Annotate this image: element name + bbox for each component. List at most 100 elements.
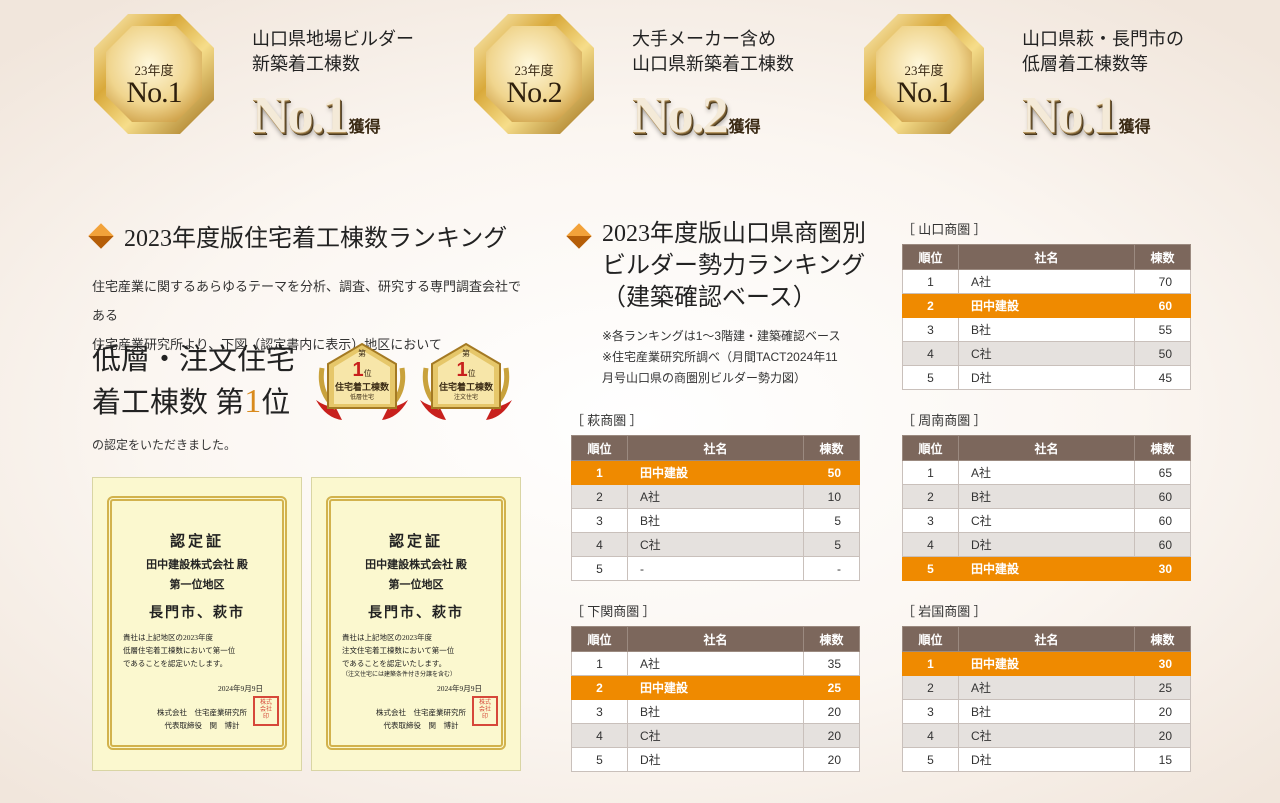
table-row: 3 C社 60 <box>902 508 1191 533</box>
column-header-rank: 順位 <box>902 244 959 270</box>
cell-count: 25 <box>803 675 860 700</box>
cell-count: 20 <box>803 699 860 724</box>
cell-company: B社 <box>627 699 804 724</box>
cell-rank: 4 <box>571 532 628 557</box>
table-row: 2 B社 60 <box>902 484 1191 509</box>
award-obtained: 獲得 <box>728 119 761 136</box>
award-obtained: 獲得 <box>1118 119 1151 136</box>
note-line: 月号山口県の商圏別ビルダー勢力図） <box>602 371 807 385</box>
cell-count: 60 <box>1134 293 1191 318</box>
lowrise-number: 1 <box>244 383 262 420</box>
column-header-company: 社名 <box>958 435 1135 461</box>
cell-count: 5 <box>803 508 860 533</box>
cell-count: 20 <box>803 747 860 772</box>
ranking-table: 順位 社名 棟数 1 A社 70 2 田中建設 60 3 B社 55 4 C社 50 5 D社 45 <box>902 244 1191 390</box>
column-header-rank: 順位 <box>571 626 628 652</box>
badge-rank-number: 1 <box>456 359 468 381</box>
table-row: 4 C社 20 <box>571 723 860 748</box>
cell-count: 20 <box>1134 723 1191 748</box>
ranking-notes: ※各ランキングは1～3階建・建築確認ベース ※住宅産業研究所調べ（月間TACT2… <box>602 326 840 389</box>
column-header-rank: 順位 <box>902 626 959 652</box>
cell-count: 25 <box>1134 675 1191 700</box>
award-badge-lowrise: 第 1位 住宅着工棟数 低層住宅 <box>312 338 412 428</box>
cell-rank: 1 <box>902 651 959 676</box>
area-yamaguchi: ［ 山口商圏 ］ 順位 社名 棟数 1 A社 70 2 田中建設 60 3 B社 55 4 C社 50 5 D社 4… <box>902 219 1191 390</box>
certificate-frame <box>107 496 287 750</box>
cell-company: A社 <box>627 651 804 676</box>
column-header-rank: 順位 <box>902 435 959 461</box>
ranking-table: 順位 社名 棟数 1 A社 65 2 B社 60 3 C社 60 4 D社 60 5 田中建設 30 <box>902 435 1191 581</box>
certificate-issuer-line: 株式会社 住宅産業研究所 <box>157 708 247 717</box>
cell-count: 15 <box>1134 747 1191 772</box>
area-shimonoseki: ［ 下関商圏 ］ 順位 社名 棟数 1 A社 35 2 田中建設 25 3 B社 20 4 C社 20 5 D社 2… <box>571 601 860 772</box>
table-header-row: 順位 社名 棟数 <box>902 626 1191 652</box>
table-row: 2 A社 25 <box>902 675 1191 700</box>
table-row: 3 B社 20 <box>571 699 860 724</box>
award-big-rank: No.1 獲得 <box>1022 86 1151 145</box>
area-label: ［ 下関商圏 ］ <box>571 604 656 619</box>
section-heading-text: 2023年度版住宅着工棟数ランキング <box>124 226 508 252</box>
cell-company: 田中建設 <box>958 556 1135 581</box>
column-header-count: 棟数 <box>803 435 860 461</box>
award-big-number: No.1 <box>252 87 349 144</box>
cell-rank: 5 <box>571 747 628 772</box>
award-big-number: No.1 <box>1022 87 1119 144</box>
lowrise-line: 低層・注文住宅 <box>92 344 296 376</box>
table-row: 3 B社 5 <box>571 508 860 533</box>
certificate-recipient: 田中建設株式会社 殿 <box>365 559 467 571</box>
table-header-row: 順位 社名 棟数 <box>571 626 860 652</box>
award-desc-line: 大手メーカー含め <box>632 29 776 49</box>
cell-company: C社 <box>958 723 1135 748</box>
column-header-count: 棟数 <box>1134 244 1191 270</box>
lowrise-first-place-title: 低層・注文住宅 着工棟数 第1位 <box>92 340 295 424</box>
gold-octagon-medal-icon: 23年度 No.1 <box>92 12 216 136</box>
table-row: 1 田中建設 50 <box>571 460 860 485</box>
cell-count: 10 <box>803 484 860 509</box>
cell-company: C社 <box>958 508 1135 533</box>
cell-rank: 1 <box>902 269 959 294</box>
column-header-company: 社名 <box>958 244 1135 270</box>
lowrise-line: 着工棟数 第1位 <box>92 381 295 424</box>
gold-octagon-medal-icon: 23年度 No.1 <box>862 12 986 136</box>
heading-line: ビルダー勢力ランキング <box>602 253 866 279</box>
cell-company: 田中建設 <box>958 293 1135 318</box>
badge-rank: 第 1位 <box>312 348 412 382</box>
certificate-issuer-line: 代表取締役 関 博計 <box>383 721 459 730</box>
certificate-frame <box>326 496 506 750</box>
column-header-company: 社名 <box>627 626 804 652</box>
table-row: 5 D社 45 <box>902 365 1191 390</box>
cell-rank: 3 <box>571 508 628 533</box>
lowrise-text: 位 <box>261 387 291 419</box>
cell-count: 50 <box>803 460 860 485</box>
heading-line: （建築確認ベース） <box>602 285 817 311</box>
award-big-rank: No.2 獲得 <box>632 86 761 145</box>
cell-company: 田中建設 <box>958 651 1135 676</box>
cell-company: B社 <box>958 317 1135 342</box>
award-description: 山口県萩・長門市の 低層着工棟数等 <box>1022 27 1184 77</box>
certificate-body: 貴社は上記地区の2023年度 低層住宅着工棟数において第一位 であることを認定い… <box>123 631 277 670</box>
laurel-trophy-icon <box>316 342 408 420</box>
medal-rank: No.1 <box>126 76 182 109</box>
section-heading-text: 2023年度版山口県商圏別 ビルダー勢力ランキング （建築確認ベース） <box>602 218 866 314</box>
badge-rank: 第 1位 <box>416 348 516 382</box>
acknowledgement-text: の認定をいただきました。 <box>92 438 237 452</box>
cell-company: D社 <box>627 747 804 772</box>
table-row: 2 田中建設 60 <box>902 293 1191 318</box>
cell-rank: 3 <box>902 508 959 533</box>
certificate-title: 認定証 <box>388 534 443 550</box>
cell-company: A社 <box>958 675 1135 700</box>
table-row: 4 C社 5 <box>571 532 860 557</box>
area-label: ［ 萩商圏 ］ <box>571 413 643 428</box>
certificate-recipient: 田中建設株式会社 殿 <box>146 559 248 571</box>
badge-rank-number: 1 <box>352 359 364 381</box>
table-header-row: 順位 社名 棟数 <box>902 435 1191 461</box>
table-row: 2 A社 10 <box>571 484 860 509</box>
diamond-bullet-icon <box>88 223 114 249</box>
ranking-table: 順位 社名 棟数 1 A社 35 2 田中建設 25 3 B社 20 4 C社 20 5 D社 20 <box>571 626 860 772</box>
medal-year: 23年度 <box>514 63 554 78</box>
lowrise-text: 着工棟数 第 <box>92 387 245 419</box>
certificate-area: 長門市、萩市 <box>368 606 464 621</box>
certificate-body-line: 注文住宅着工棟数において第一位 <box>342 646 455 655</box>
table-row: 1 A社 65 <box>902 460 1191 485</box>
badge-title: 住宅着工棟数 <box>438 382 493 392</box>
